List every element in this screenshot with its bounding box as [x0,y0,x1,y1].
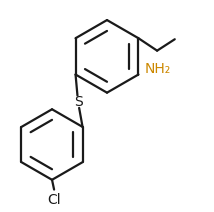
Text: NH₂: NH₂ [145,62,171,76]
Text: S: S [74,95,82,109]
Text: Cl: Cl [47,193,61,207]
